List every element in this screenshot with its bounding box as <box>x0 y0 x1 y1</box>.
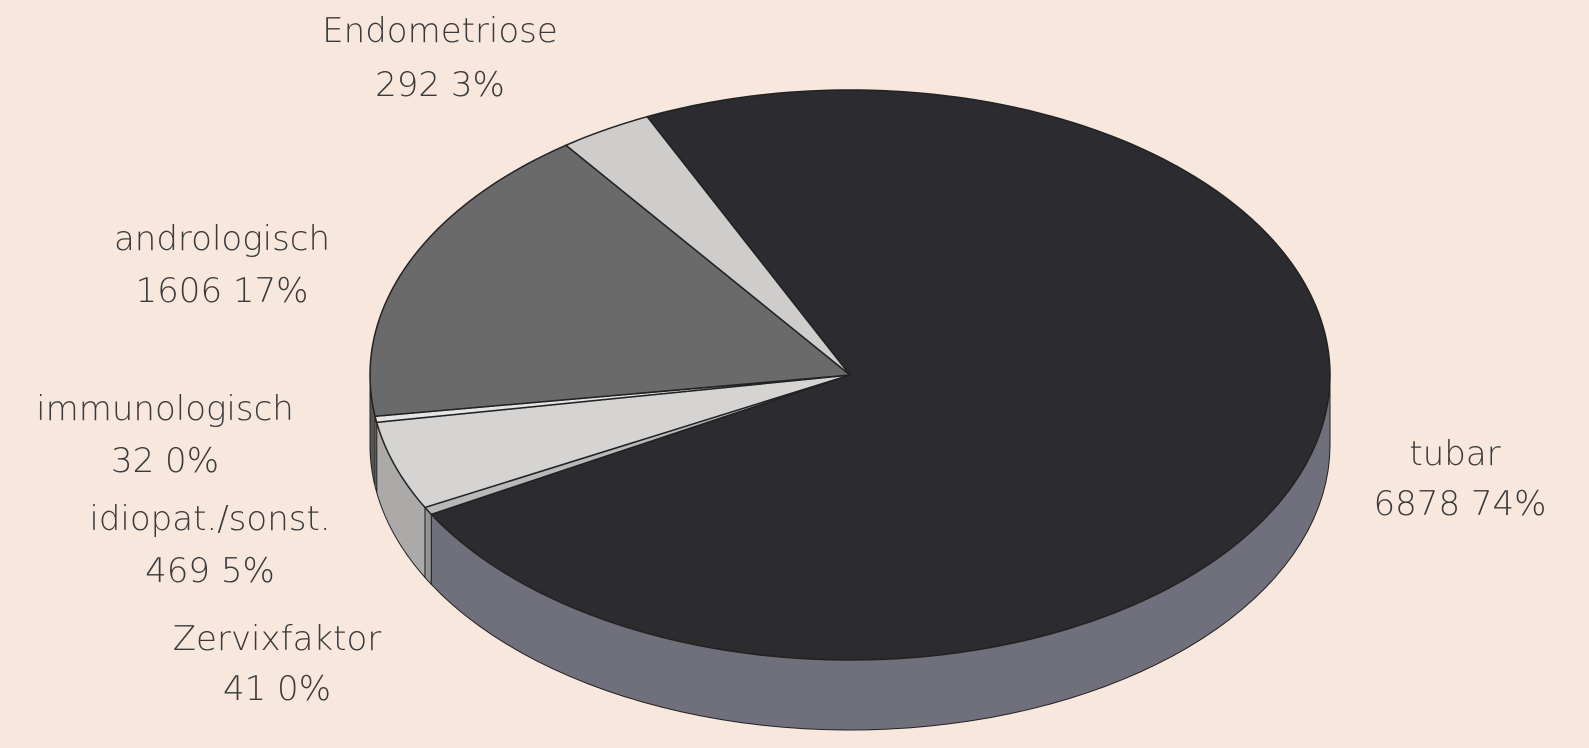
slice-side <box>424 506 432 586</box>
slice <box>564 115 851 376</box>
slice <box>429 89 1331 661</box>
slice-label: immunologisch <box>36 389 294 429</box>
slice <box>375 374 851 509</box>
slice-label: andrologisch <box>114 219 330 259</box>
slice-value: 1606 17% <box>136 271 309 311</box>
slice-value: 32 0% <box>111 441 219 481</box>
slice-label: idiopat./sonst. <box>89 499 330 539</box>
slice-value: 41 0% <box>223 669 331 709</box>
pie <box>369 89 1331 731</box>
slice-value: 292 3% <box>375 65 505 105</box>
slice-value: 469 5% <box>145 551 275 591</box>
slice-label: Zervixfaktor <box>173 619 382 659</box>
slice-label: Endometriose <box>322 11 558 51</box>
slice <box>369 144 852 418</box>
slice-label: tubar <box>1409 434 1500 474</box>
slice-value: 6878 74% <box>1374 484 1547 524</box>
labels: tubar 6878 74% Zervixfaktor 41 0% idiopa… <box>36 11 1546 709</box>
